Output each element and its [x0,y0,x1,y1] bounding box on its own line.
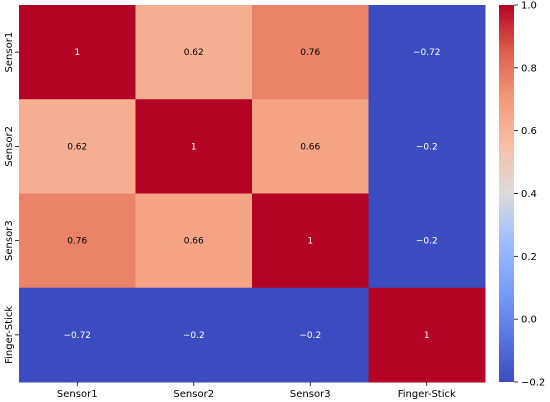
cell-value-label: −0.72 [63,331,91,341]
cell-value-label: 1 [424,331,430,341]
heatmap-cell-r1-c0 [19,99,136,194]
cell-value-label: 0.62 [67,142,87,152]
cell-value-label: 0.66 [300,142,320,152]
heatmap-cell-r3-c3 [368,287,486,383]
heatmap-cell-r0-c0 [19,5,136,100]
colorbar-tick-label: 0.4 [521,189,537,200]
y-tick-label: Sensor1 [4,32,15,73]
cell-value-label: −0.2 [416,142,438,152]
heatmap-cell-r0-c3 [368,5,486,100]
cell-value-label: 0.76 [67,237,87,247]
cell-value-label: −0.2 [183,331,205,341]
x-tick-label: Sensor2 [173,389,214,400]
heatmap-cell-labels: 1 0.62 0.76 −0.72 0.62 1 0.66 −0.2 0.76 0.66 1 −0.2… [63,48,440,341]
heatmap-cell-r3-c0 [19,287,136,383]
cell-value-label: −0.2 [299,331,321,341]
x-tick-label: Finger-Stick [398,389,456,400]
colorbar-tick-label: 0.8 [521,63,537,74]
heatmap-cell-r3-c2 [252,287,369,383]
cell-value-label: −0.2 [416,237,438,247]
cell-value-label: 1 [191,142,197,152]
colorbar-gradient [499,5,514,382]
colorbar-ticks: −0.2 0.0 0.2 0.4 0.6 0.8 1.0 [514,1,545,389]
colorbar-tick-label: 0.0 [521,315,537,326]
heatmap-cell-r2-c2 [252,193,369,289]
heatmap-cell-r2-c3 [368,193,486,289]
cell-value-label: 0.62 [184,48,204,58]
y-tick-label: Sensor3 [4,220,15,261]
heatmap-cell-r1-c1 [135,99,253,194]
cell-value-label: 1 [307,237,313,247]
cell-value-label: 1 [74,48,80,58]
heatmap-cell-r3-c1 [135,287,253,383]
colorbar-tick-label: 0.6 [521,126,537,137]
heatmap-cells [19,5,486,383]
x-axis-ticks: Sensor1 Sensor2 Sensor3 Finger-Stick [57,382,456,400]
cell-value-label: 0.76 [300,48,320,58]
colorbar-tick-label: −0.2 [521,378,545,389]
cell-value-label: 0.66 [184,237,204,247]
heatmap-cell-r2-c1 [135,193,253,289]
heatmap-cell-r1-c3 [368,99,486,194]
heatmap-cell-r0-c1 [135,5,253,100]
x-tick-label: Sensor3 [290,389,331,400]
y-tick-label: Finger-Stick [4,306,15,364]
colorbar-tick-label: 0.2 [521,252,537,263]
colorbar: −0.2 0.0 0.2 0.4 0.6 0.8 1.0 [499,1,545,389]
heatmap-cell-r0-c2 [252,5,369,100]
cell-value-label: −0.72 [413,48,441,58]
heatmap-cell-r2-c0 [19,193,136,289]
x-tick-label: Sensor1 [57,389,98,400]
colorbar-tick-label: 1.0 [521,1,537,12]
heatmap-cell-r1-c2 [252,99,369,194]
y-axis-ticks: Sensor1 Sensor2 Sensor3 Finger-Stick [4,32,19,364]
y-tick-label: Sensor2 [4,126,15,167]
